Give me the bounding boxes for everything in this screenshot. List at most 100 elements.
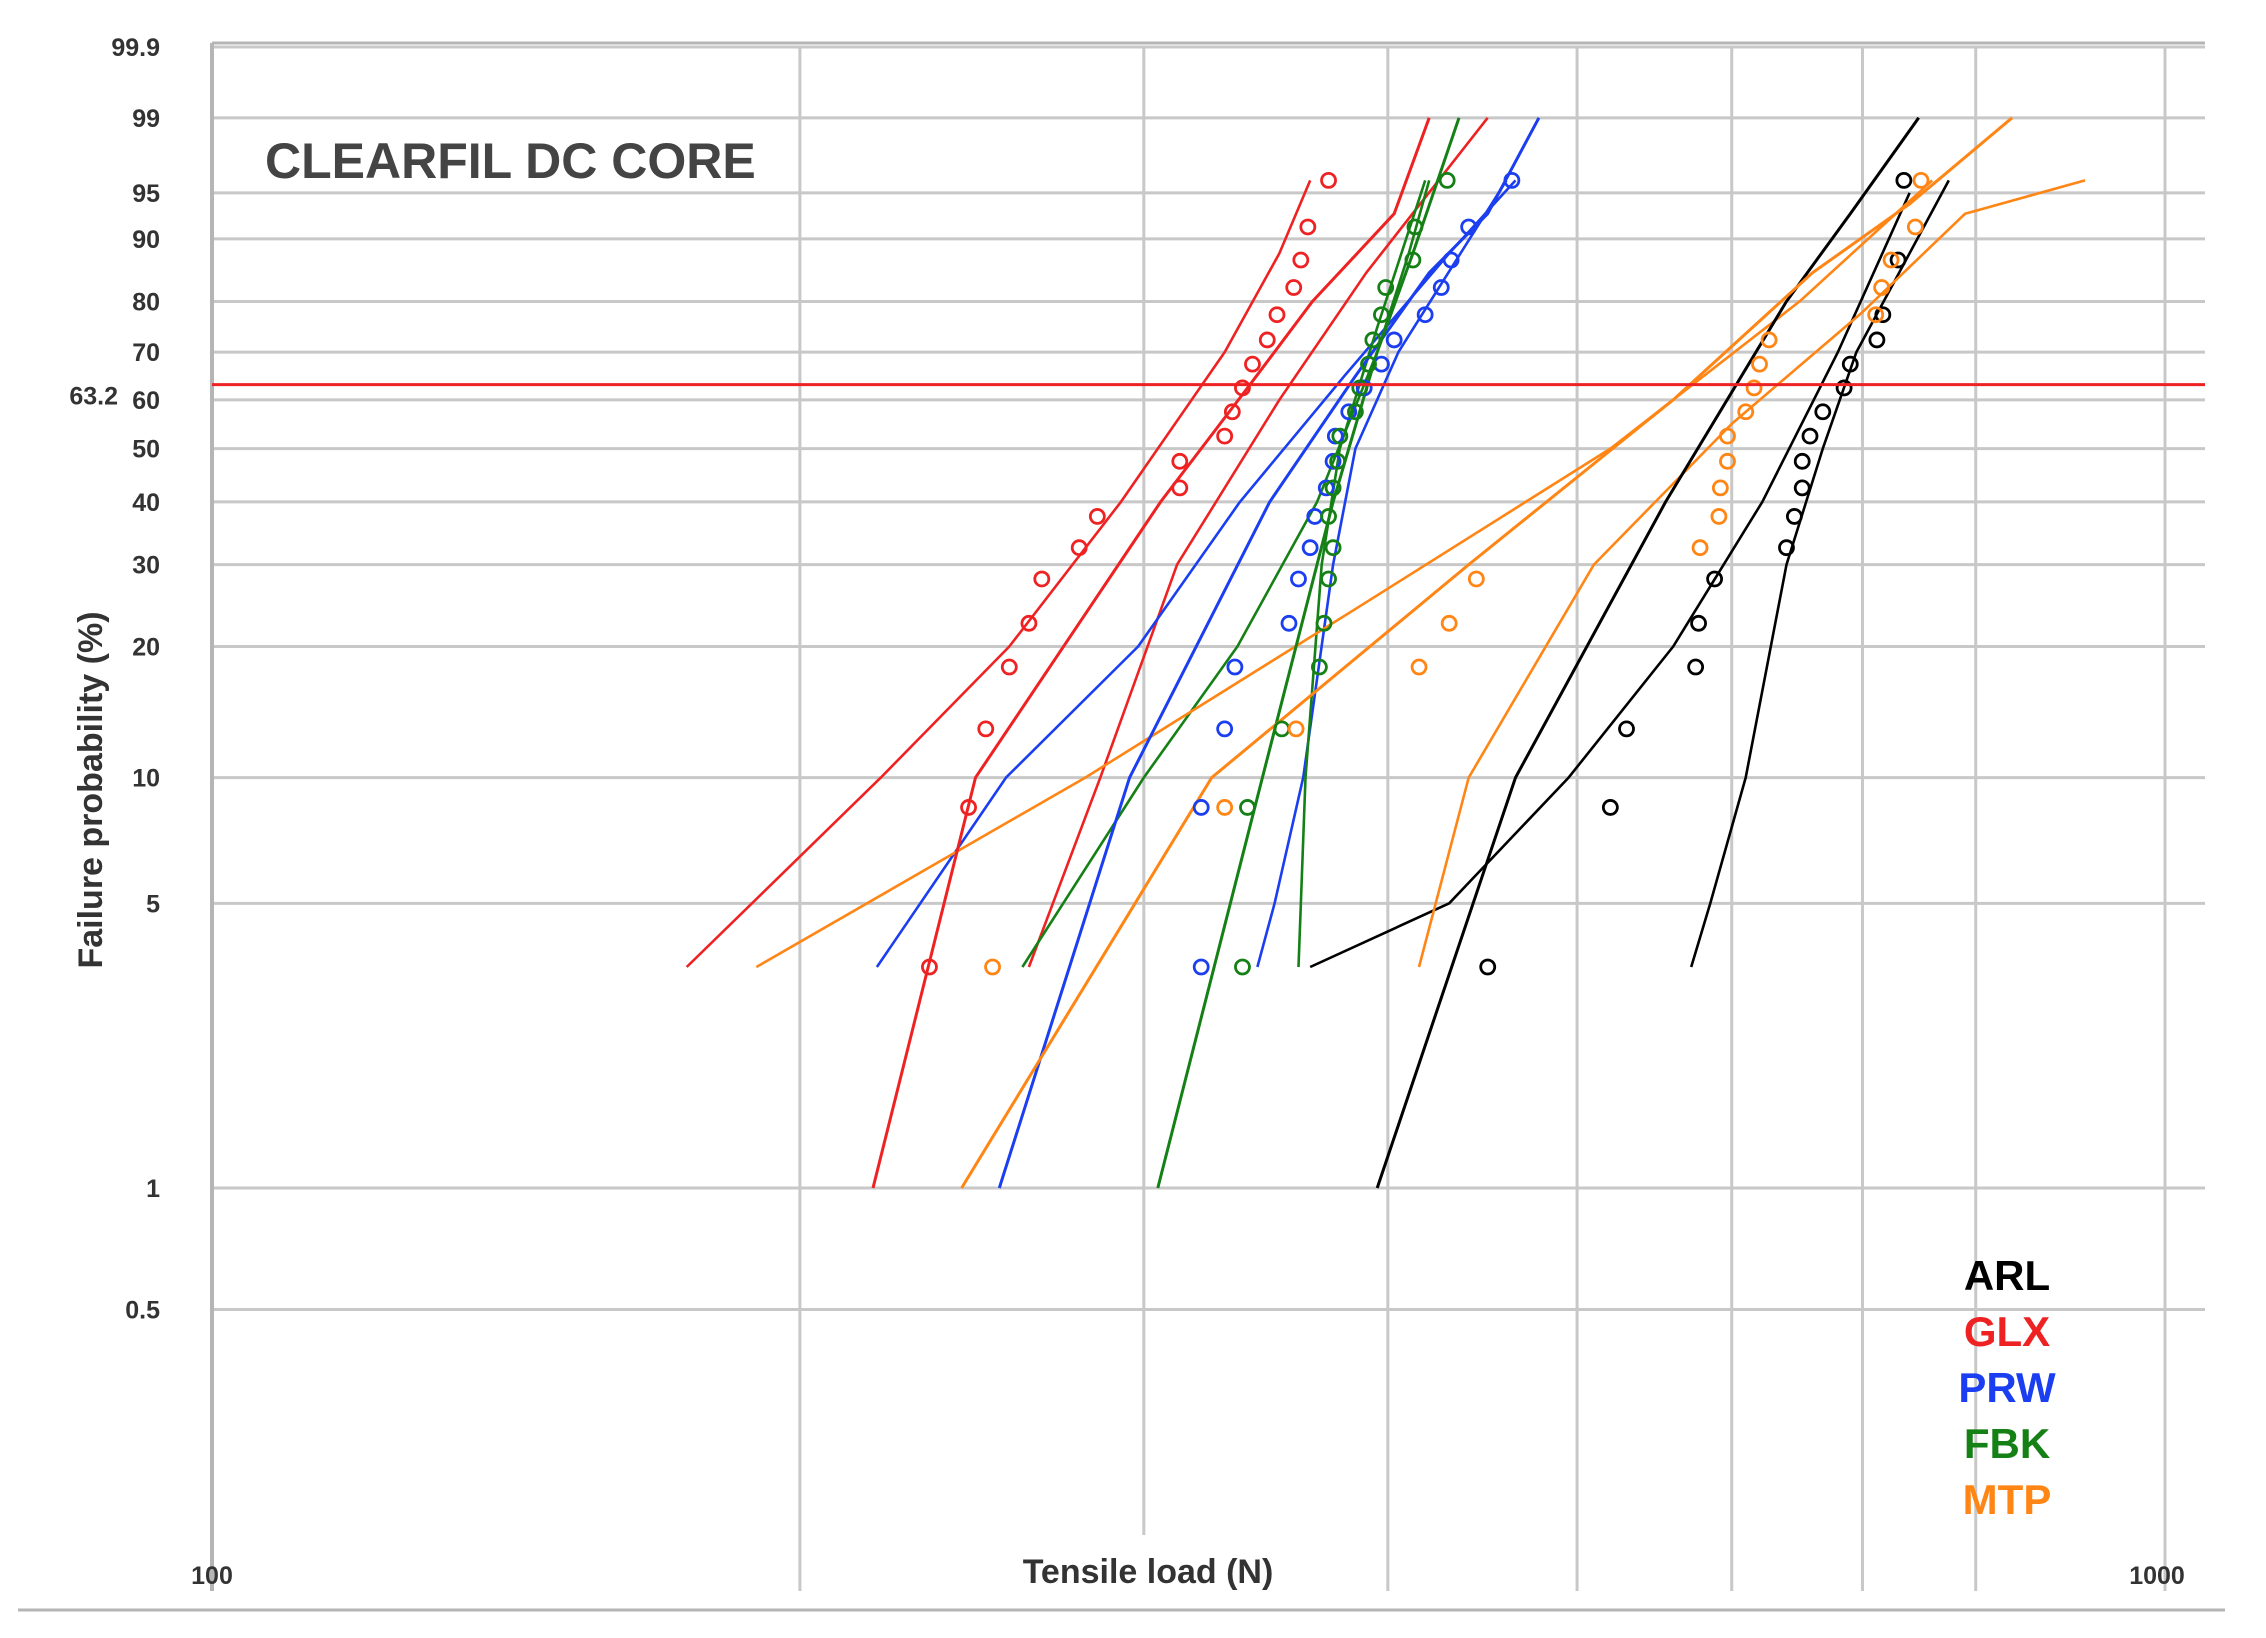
point-prw (1192, 799, 1210, 816)
point-mtp (1882, 251, 1900, 269)
point-glx (1171, 452, 1189, 470)
point-arl (1874, 306, 1892, 324)
x-axis-label: Tensile load (N) (1023, 1553, 1274, 1591)
y-tick-label: 5 (146, 890, 160, 918)
point-mtp (1691, 539, 1709, 557)
point-fbk (1324, 479, 1342, 497)
point-glx (921, 958, 938, 976)
y-tick-label: 30 (132, 552, 160, 580)
point-prw (1216, 720, 1234, 738)
point-arl (1801, 427, 1819, 445)
point-fbk (1324, 539, 1342, 557)
y-tick-label: 60 (132, 387, 160, 415)
bound-line-arl (1689, 179, 1950, 968)
bound-line-glx (685, 179, 1312, 968)
point-fbk (1351, 379, 1369, 397)
point-fbk (1320, 570, 1337, 588)
x-axis-label-background (958, 1535, 1338, 1599)
point-fbk (1364, 331, 1382, 349)
point-fbk (1329, 452, 1346, 470)
point-fbk (1234, 958, 1251, 976)
point-prw (1503, 171, 1521, 189)
point-glx (1234, 379, 1251, 397)
fit-line-glx (871, 117, 1431, 1189)
point-mtp (1287, 720, 1305, 738)
point-mtp (1216, 799, 1234, 816)
point-glx (1223, 403, 1241, 421)
point-mtp (1719, 427, 1736, 445)
fit-line-arl (1375, 116, 1920, 1189)
fit-line-prw (997, 117, 1541, 1189)
point-prw (1280, 614, 1298, 632)
point-fbk (1377, 279, 1395, 296)
point-prw (1290, 570, 1307, 588)
point-glx (1285, 279, 1303, 296)
y-tick-label: 40 (132, 489, 160, 517)
data-points (921, 171, 1930, 976)
fit-line-fbk (1156, 117, 1461, 1189)
grid (212, 45, 2205, 1591)
point-glx (1020, 614, 1038, 632)
axes (18, 41, 2225, 1612)
point-mtp (1719, 452, 1736, 470)
point-mtp (1737, 403, 1755, 421)
point-arl (1601, 799, 1619, 816)
point-fbk (1320, 508, 1337, 525)
x-tick-label: 1000 (2129, 1562, 2185, 1590)
point-mtp (1912, 171, 1930, 189)
point-fbk (1315, 614, 1333, 632)
bound-line-mtp (1417, 179, 2086, 968)
point-mtp (1867, 306, 1885, 324)
point-prw (1432, 279, 1450, 296)
point-prw (1460, 218, 1478, 236)
point-glx (1320, 171, 1337, 189)
legend-entry-prw: PRW (1958, 1364, 2056, 1411)
bound-line-mtp (755, 179, 1934, 969)
point-glx (1258, 331, 1276, 349)
point-mtp (1906, 218, 1924, 236)
legend-entry-arl: ARL (1964, 1252, 2050, 1299)
point-mtp (1751, 355, 1768, 373)
point-prw (1416, 306, 1434, 324)
point-glx (960, 799, 977, 816)
point-arl (1690, 614, 1707, 632)
point-glx (1171, 479, 1189, 497)
point-prw (1301, 539, 1319, 557)
fit-line-mtp (960, 116, 2014, 1189)
point-glx (1070, 539, 1088, 557)
bound-line-fbk (1021, 180, 1431, 968)
point-arl (1841, 355, 1859, 373)
legend: ARL GLX PRW FBK MTP (1958, 1252, 2056, 1523)
point-prw (1226, 658, 1244, 676)
y-tick-label: 99 (132, 105, 160, 133)
point-arl (1706, 570, 1723, 588)
point-fbk (1438, 171, 1456, 189)
y-tick-label: 20 (132, 634, 160, 662)
y-tick-label: 0.5 (125, 1297, 160, 1325)
y-tick-label: 95 (132, 180, 160, 208)
y-tick-label: 90 (132, 226, 160, 254)
point-arl (1778, 539, 1795, 557)
bound-line-arl (1309, 192, 1911, 969)
point-arl (1687, 658, 1705, 676)
point-glx (1216, 427, 1234, 445)
point-mtp (1440, 614, 1458, 632)
point-arl (1814, 403, 1832, 421)
point-glx (1268, 306, 1286, 324)
point-fbk (1273, 720, 1291, 738)
point-mtp (1410, 658, 1428, 676)
reference-line-label: 63.2 (69, 383, 118, 411)
point-arl (1618, 720, 1635, 738)
panel-title: CLEARFIL DC CORE (265, 133, 756, 189)
point-prw (1442, 251, 1460, 269)
point-arl (1895, 171, 1913, 189)
point-prw (1192, 958, 1210, 976)
point-fbk (1406, 218, 1424, 236)
point-arl (1479, 958, 1497, 976)
y-tick-label: 70 (132, 339, 160, 367)
point-fbk (1239, 799, 1256, 816)
legend-entry-fbk: FBK (1964, 1420, 2050, 1467)
bound-line-prw (1256, 179, 1508, 968)
legend-entry-mtp: MTP (1963, 1476, 2052, 1523)
